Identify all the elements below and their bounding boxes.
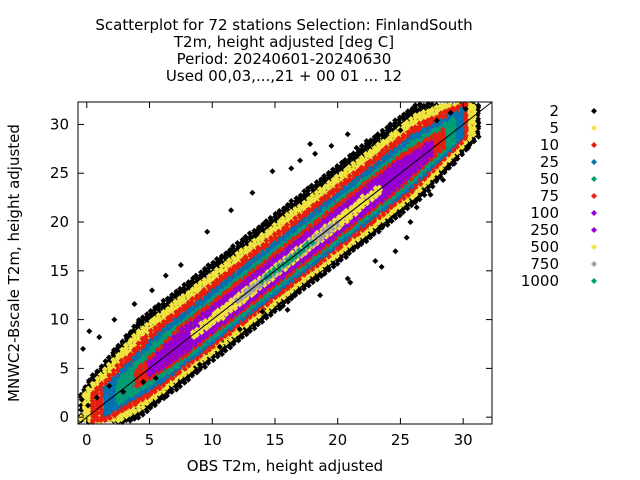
density-point [169, 291, 176, 298]
density-point [89, 372, 96, 379]
density-point [102, 358, 109, 365]
density-point [205, 262, 212, 269]
density-point [130, 327, 137, 334]
density-point [192, 272, 199, 279]
chart-title: Scatterplot for 72 stations Selection: F… [95, 16, 472, 85]
title-line: T2m, height adjusted [deg C] [173, 33, 394, 51]
density-point [201, 265, 208, 272]
density-point [119, 338, 126, 345]
density-point [181, 281, 188, 288]
title-line: Period: 20240601-20240630 [177, 50, 392, 68]
density-point [210, 357, 217, 364]
title-line: Scatterplot for 72 stations Selection: F… [95, 16, 472, 34]
density-point [155, 301, 162, 308]
density-point [177, 383, 184, 390]
density-point [94, 368, 101, 375]
density-point [105, 354, 112, 361]
density-point [160, 297, 167, 304]
density-point [160, 301, 167, 308]
title-line: Used 00,03,...,21 + 00 01 ... 12 [166, 67, 402, 85]
density-point [86, 377, 93, 384]
density-point [135, 414, 142, 421]
